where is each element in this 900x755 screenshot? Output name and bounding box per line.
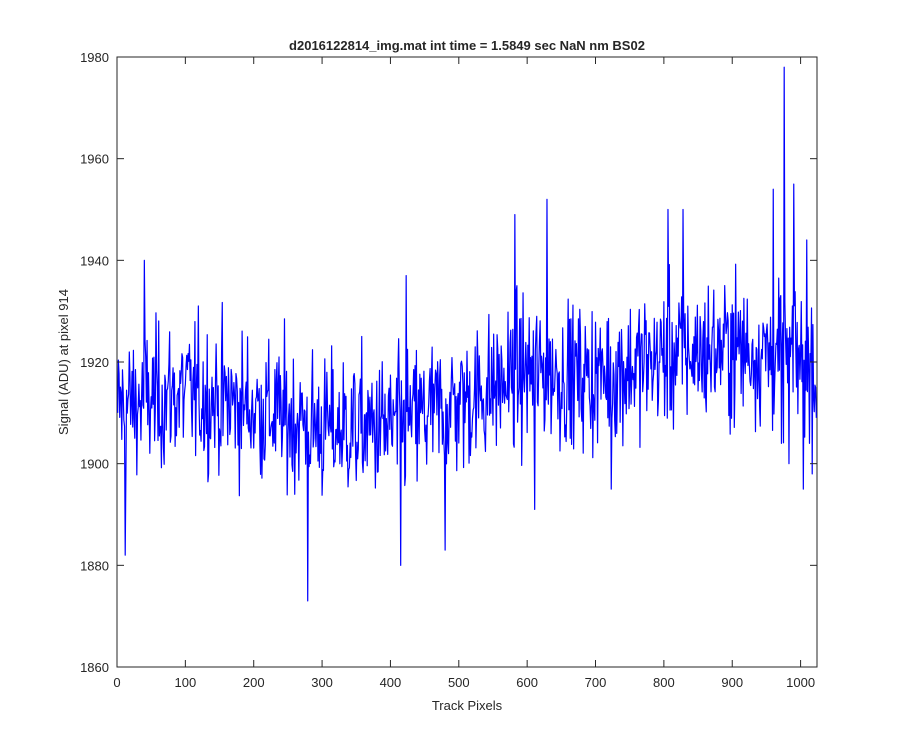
x-tick-label: 500 xyxy=(448,675,470,690)
x-tick-label: 700 xyxy=(585,675,607,690)
x-tick-label: 600 xyxy=(516,675,538,690)
y-tick-label: 1980 xyxy=(80,50,109,65)
y-axis-ticks: 1860 1880 1900 1920 1940 1960 1980 xyxy=(80,50,817,675)
x-tick-label: 300 xyxy=(311,675,333,690)
x-tick-label: 800 xyxy=(653,675,675,690)
y-tick-label: 1900 xyxy=(80,457,109,472)
plot-area: 0 100 200 300 400 500 600 700 800 900 1000 1860 188… xyxy=(80,50,818,690)
x-axis-ticks: 0 100 200 300 400 500 600 700 800 900 1000 xyxy=(113,57,815,690)
y-axis-label: Signal (ADU) at pixel 914 xyxy=(56,289,71,435)
y-tick-label: 1940 xyxy=(80,253,109,268)
x-tick-label: 0 xyxy=(113,675,120,690)
y-tick-label: 1920 xyxy=(80,355,109,370)
x-tick-label: 1000 xyxy=(786,675,815,690)
chart-title: d2016122814_img.mat int time = 1.5849 se… xyxy=(289,38,645,53)
y-tick-label: 1960 xyxy=(80,152,109,167)
signal-line-series xyxy=(117,66,817,602)
x-tick-label: 400 xyxy=(380,675,402,690)
x-axis-label: Track Pixels xyxy=(432,698,503,713)
y-tick-label: 1860 xyxy=(80,660,109,675)
x-tick-label: 100 xyxy=(175,675,197,690)
data-layer xyxy=(117,66,817,602)
x-tick-label: 900 xyxy=(721,675,743,690)
x-tick-label: 200 xyxy=(243,675,265,690)
y-tick-label: 1880 xyxy=(80,558,109,573)
